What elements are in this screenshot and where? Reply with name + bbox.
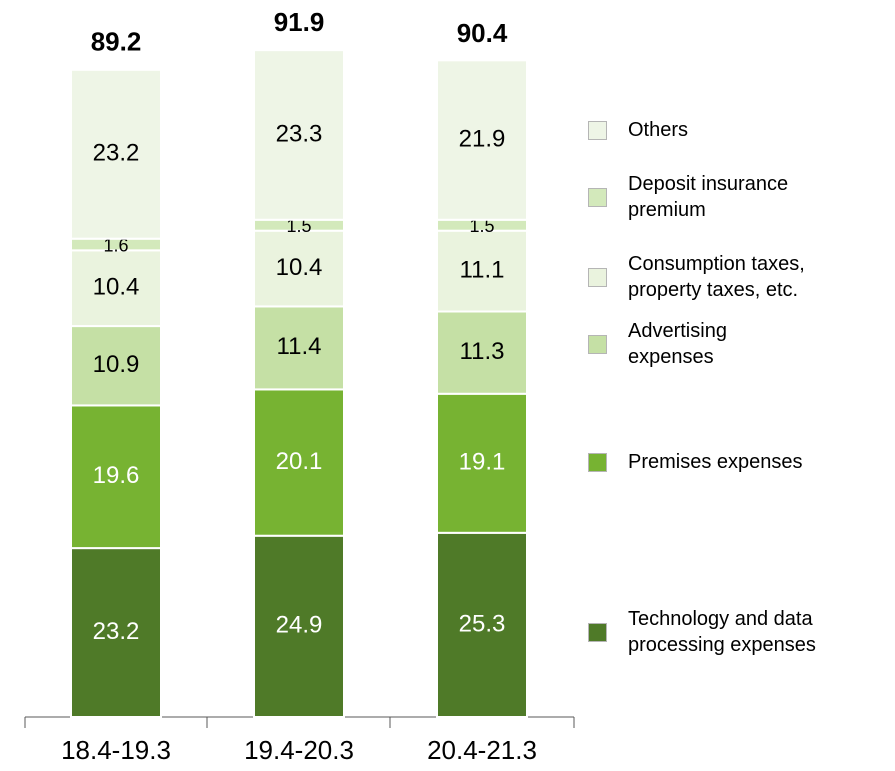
data-label: 23.2 (93, 618, 140, 645)
data-label: 20.1 (276, 448, 323, 475)
data-label: 23.2 (93, 140, 140, 167)
legend-item: Deposit insurance premium (588, 171, 788, 223)
data-label: 24.9 (276, 612, 323, 639)
data-label: 10.4 (93, 274, 140, 301)
bar-segment (253, 388, 345, 537)
legend-item: Advertising expenses (588, 318, 727, 370)
legend-swatch (588, 120, 607, 140)
data-label: 1.5 (469, 216, 494, 236)
bar-segment (436, 392, 528, 534)
data-label: 25.3 (459, 610, 506, 637)
total-label: 89.2 (91, 26, 142, 56)
legend-label: Consumption taxes, property taxes, etc. (628, 253, 805, 301)
legend-item: Others (588, 117, 688, 143)
bar-segment (253, 49, 345, 221)
data-label: 11.3 (460, 338, 505, 365)
bar-segment (70, 547, 162, 718)
data-label: 23.3 (276, 120, 323, 147)
total-label: 90.4 (457, 18, 508, 48)
bar-segment (436, 229, 528, 313)
data-label: 19.6 (93, 462, 140, 489)
data-label: 21.9 (459, 125, 506, 152)
legend-label: Others (628, 119, 689, 141)
data-label: 11.4 (277, 333, 322, 360)
bar-segment (70, 404, 162, 550)
legend-swatch (588, 334, 607, 354)
data-label: 19.1 (459, 449, 506, 476)
data-label: 11.1 (460, 256, 505, 283)
legend-swatch (588, 267, 607, 287)
bar-segment (253, 305, 345, 391)
data-label: 10.4 (276, 254, 323, 281)
bar-segment (70, 249, 162, 328)
bar-segment (436, 59, 528, 221)
legend-label: Advertising expenses (628, 320, 727, 368)
legend-swatch (588, 187, 607, 207)
bar-segment (436, 310, 528, 395)
legend-item: Consumption taxes, property taxes, etc. (588, 251, 805, 303)
bar-segment (436, 531, 528, 718)
data-label: 10.9 (93, 351, 140, 378)
legend-label: Deposit insurance premium (628, 173, 789, 221)
x-tick-label: 18.4-19.3 (61, 735, 171, 765)
legend-item: Premises expenses (588, 449, 803, 475)
legend-item: Technology and data processing expenses (588, 606, 816, 658)
legend-swatch (588, 622, 607, 642)
bar-segment (70, 68, 162, 240)
bar-segment (253, 534, 345, 719)
bar-segment (70, 325, 162, 407)
legend-label: Premises expenses (628, 451, 803, 473)
x-tick-label: 19.4-20.3 (244, 735, 354, 765)
legend-label: Technology and data processing expenses (628, 608, 816, 656)
x-tick-label: 20.4-21.3 (427, 735, 537, 765)
data-label: 1.6 (103, 235, 128, 255)
legend-swatch (588, 452, 607, 472)
total-label: 91.9 (274, 7, 325, 37)
data-label: 1.5 (286, 216, 311, 236)
